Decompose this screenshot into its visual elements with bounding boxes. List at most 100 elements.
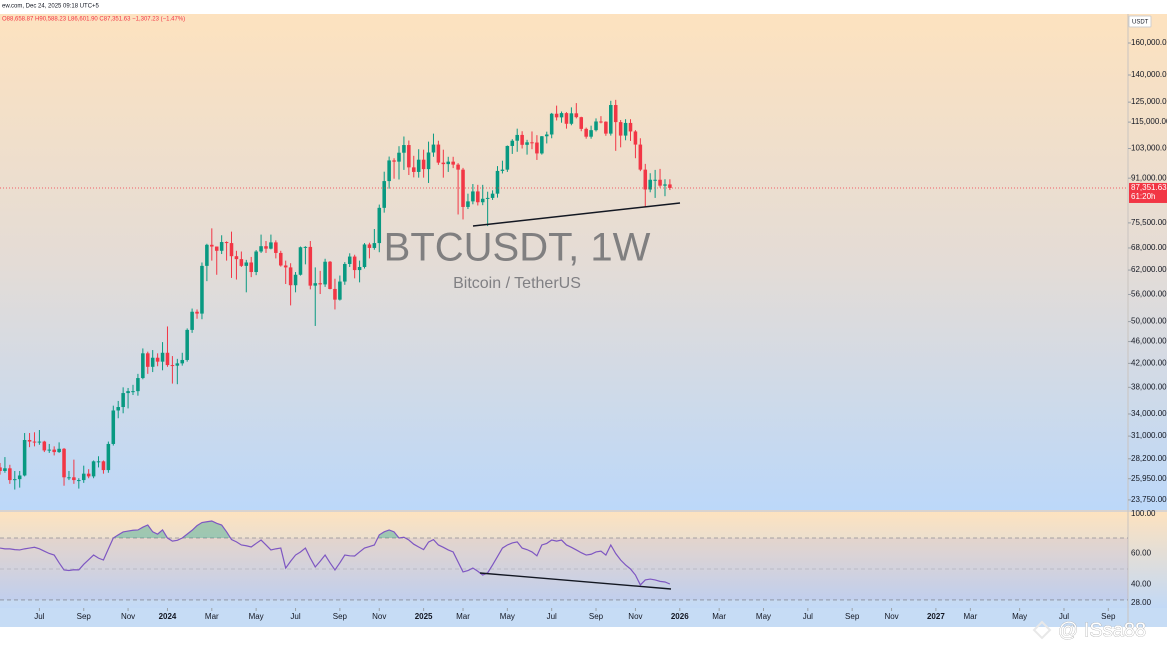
x-tick-label: Mar	[456, 612, 470, 621]
candle-body	[101, 461, 106, 471]
candle-body	[234, 256, 239, 260]
candle-body	[574, 113, 579, 118]
candle-body	[362, 244, 367, 268]
candle-body	[530, 142, 534, 144]
candle-body	[239, 259, 244, 266]
x-tick-label: May	[756, 612, 771, 621]
candle-body	[421, 159, 426, 170]
time-axis	[0, 608, 1167, 627]
overbought-fill	[113, 520, 406, 539]
y-tick-label: 56,000.00	[1131, 290, 1167, 299]
candle-body	[229, 243, 234, 257]
candle-body	[515, 134, 519, 141]
candle-body	[145, 353, 150, 367]
candle-body	[214, 246, 219, 251]
candle-body	[47, 449, 52, 451]
y-tick-label: 75,500.00	[1131, 218, 1167, 227]
candle-body	[599, 121, 603, 123]
candle-body	[500, 169, 505, 171]
main-pane	[0, 14, 1167, 510]
candle-body	[407, 145, 411, 168]
candle-body	[278, 252, 283, 266]
candle-body	[283, 265, 288, 268]
candle-body	[219, 242, 224, 251]
candle-body	[618, 122, 623, 136]
candle-body	[668, 184, 672, 188]
x-tick-label: Nov	[121, 612, 135, 621]
candle-body	[658, 179, 662, 186]
candle-body	[293, 274, 298, 286]
x-tick-label: Nov	[372, 612, 386, 621]
y-tick-label: 140,000.00	[1131, 70, 1167, 79]
candle-body	[131, 391, 135, 393]
candle-body	[8, 468, 12, 481]
candle-body	[37, 441, 42, 443]
candle-body	[254, 251, 258, 273]
candle-body	[466, 201, 470, 207]
candle-body	[0, 467, 2, 471]
candle-body	[121, 393, 125, 408]
candle-body	[367, 244, 372, 248]
y-tick-label: 28,200.00	[1131, 454, 1167, 463]
rsi-band	[0, 538, 1128, 600]
candle-body	[594, 121, 598, 131]
x-tick-label: Sep	[589, 612, 604, 621]
candle-body	[436, 144, 441, 163]
candle-body	[643, 169, 648, 190]
candle-body	[22, 439, 27, 476]
currency-label: USDT	[1132, 20, 1149, 26]
candle-body	[431, 144, 436, 153]
candle-body	[190, 311, 194, 330]
candle-body	[96, 461, 101, 463]
candle-body	[554, 113, 559, 118]
watermark-text: @ ISsa88	[1058, 619, 1146, 641]
y-tick-label: 23,750.00	[1131, 495, 1167, 504]
symbol-watermark: BTCUSDT, 1W	[384, 226, 651, 270]
candle-body	[633, 131, 638, 145]
candle-body	[451, 161, 455, 165]
x-tick-label: Mar	[205, 612, 219, 621]
watermark-icon	[1032, 620, 1052, 640]
candle-body	[111, 410, 116, 444]
candle-body	[175, 363, 180, 366]
candle-body	[490, 193, 495, 198]
candle-body	[77, 480, 81, 482]
candle-body	[402, 145, 406, 153]
candle-body	[264, 246, 268, 249]
candle-body	[638, 144, 643, 170]
x-tick-label: Sep	[1101, 612, 1116, 621]
candle-body	[441, 162, 446, 165]
candle-body	[525, 142, 529, 145]
y-tick-label: 103,000.00	[1131, 144, 1167, 153]
x-tick-label: Nov	[628, 612, 642, 621]
candle-body	[416, 159, 421, 172]
candle-body	[461, 169, 465, 207]
y-tick-label: 34,000.00	[1131, 409, 1167, 418]
candle-body	[347, 256, 352, 264]
axis-layer: 160,000.00 140,000.00 125,000.00 115,000.00…	[34, 38, 1167, 621]
candle-body	[32, 441, 37, 443]
y-tick-label: 91,000.00	[1131, 173, 1167, 182]
candle-body	[480, 198, 485, 203]
candle-body	[544, 134, 549, 137]
x-tick-label: 2027	[927, 612, 945, 621]
candle-body	[13, 479, 17, 481]
candle-body	[628, 122, 633, 132]
x-tick-label: 2024	[159, 612, 177, 621]
candle-body	[298, 247, 303, 275]
candle-body	[259, 246, 263, 252]
candle-body	[446, 161, 451, 165]
candle-body	[185, 329, 189, 360]
candle-body	[540, 136, 544, 154]
candle-body	[106, 443, 111, 471]
candle-body	[126, 391, 130, 394]
candle-body	[91, 461, 96, 477]
candle-body	[609, 105, 613, 134]
footer	[0, 627, 1167, 656]
x-tick-label: May	[1012, 612, 1027, 621]
candle-body	[180, 359, 185, 364]
rsi-tick-label: 60.00	[1131, 549, 1152, 558]
candle-body	[387, 160, 391, 182]
x-tick-label: Sep	[77, 612, 92, 621]
